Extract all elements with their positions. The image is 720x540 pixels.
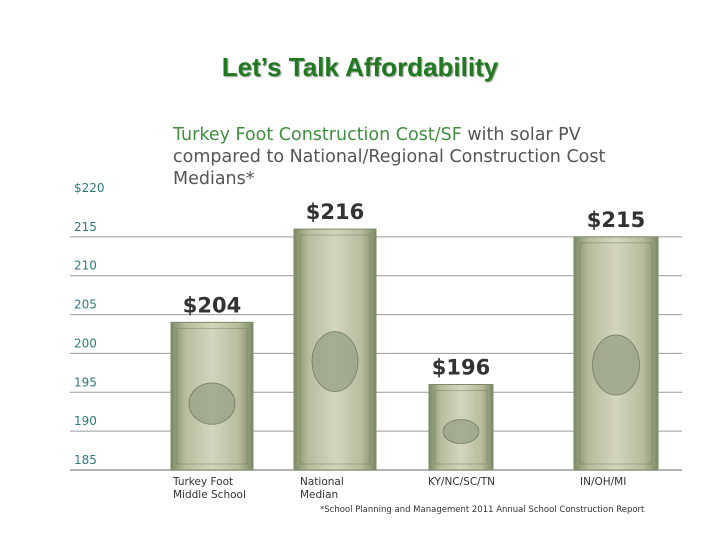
bar-portrait — [442, 419, 480, 444]
x-category-label: National — [300, 476, 344, 488]
y-tick-label: 215 — [74, 220, 97, 234]
x-category-label: IN/OH/MI — [580, 476, 626, 488]
data-label: $196 — [432, 356, 490, 380]
bar-4 — [573, 236, 659, 471]
chart-title-rest: with solar PV compared to National/Regio… — [173, 125, 606, 189]
x-category-label: Middle School — [173, 489, 246, 501]
bar-portrait — [592, 334, 640, 396]
x-category-label: Median — [300, 489, 338, 501]
bar-bill-border — [299, 234, 371, 465]
bar-1 — [170, 321, 254, 471]
bar-bill-border — [579, 242, 653, 465]
bar-portrait — [311, 331, 359, 392]
bar-bill-border — [176, 327, 248, 465]
data-label: $216 — [306, 200, 364, 224]
y-tick-label: 185 — [74, 453, 97, 467]
bar-portrait — [188, 382, 236, 425]
x-category-label: Turkey Foot — [172, 476, 233, 488]
bar-bill-border — [434, 390, 488, 465]
y-tick-label: 200 — [74, 336, 97, 350]
y-tick-label: 205 — [74, 298, 97, 312]
y-tick-label: 210 — [74, 259, 97, 273]
bar-2 — [293, 228, 377, 471]
x-category-label: KY/NC/SC/TN — [428, 476, 495, 488]
page-title: Let’s Talk Affordability — [221, 52, 499, 82]
chart-footnote: *School Planning and Management 2011 Ann… — [320, 505, 645, 515]
y-tick-label: 195 — [74, 375, 97, 389]
data-label: $215 — [587, 208, 645, 232]
y-tick-label: 190 — [74, 414, 97, 428]
y-tick-label: $220 — [74, 181, 105, 195]
chart-title: Turkey Foot Construction Cost/SF with so… — [173, 124, 653, 190]
bar-3 — [428, 384, 494, 471]
chart-title-highlight: Turkey Foot Construction Cost/SF — [173, 125, 462, 145]
data-label: $204 — [183, 293, 241, 317]
